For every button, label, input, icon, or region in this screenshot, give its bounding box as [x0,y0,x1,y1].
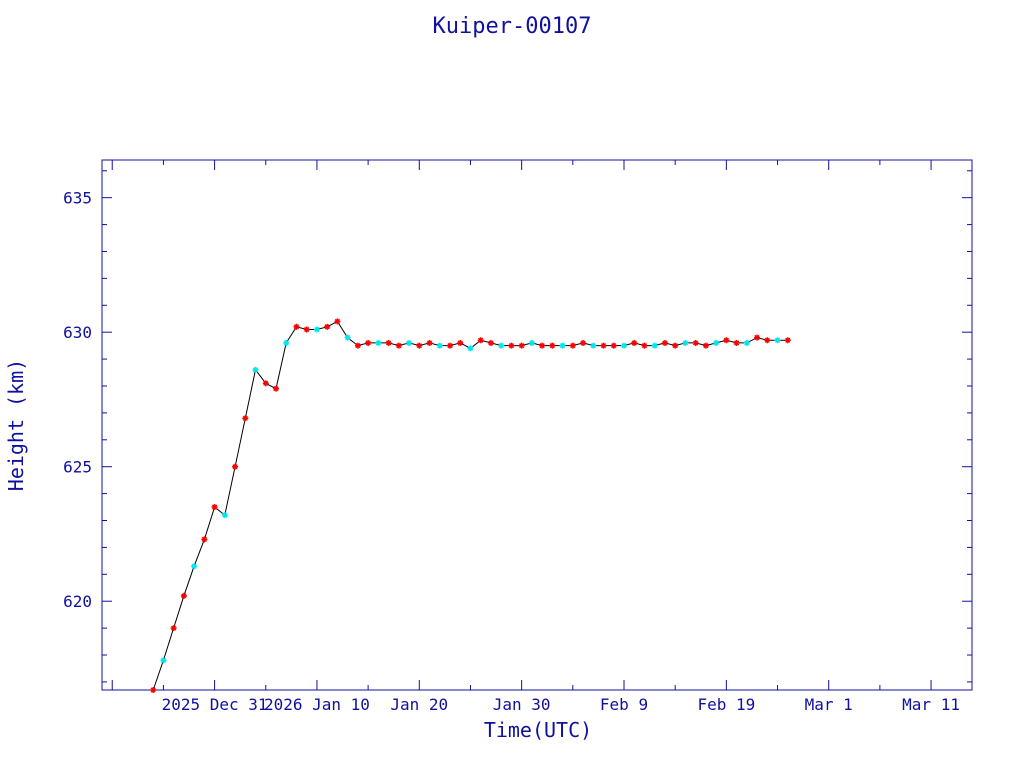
data-point [252,366,259,373]
x-tick-label: Mar 1 [805,695,853,714]
data-point [273,385,279,392]
x-tick-label: Feb 19 [697,695,755,714]
y-tick-label: 620 [63,592,92,611]
data-point [549,342,556,349]
data-point [436,342,443,349]
data-point [641,342,648,349]
data-point [610,342,617,349]
data-point [487,339,494,346]
data-point [375,339,382,346]
data-point [242,415,249,422]
chart-title: Kuiper-00107 [432,14,592,39]
series-line [152,320,788,691]
data-point [631,339,638,346]
data-point [201,536,208,543]
data-point [283,339,290,346]
data-point [702,342,709,349]
data-point [621,342,627,349]
x-tick-label: 2025 Dec 31 [162,695,268,714]
data-point [313,326,320,333]
data-point [743,339,750,346]
x-tick-label: Mar 11 [902,695,960,714]
data-point [764,337,771,344]
data-point [447,342,453,349]
data-point [406,339,413,346]
data-point [539,342,546,349]
data-point [559,342,566,349]
data-point [754,334,761,341]
data-point [661,339,668,346]
data-point [518,342,525,349]
data-point [150,687,157,693]
data-point [723,337,730,344]
y-axis-label: Height (km) [4,358,28,492]
x-tick-label: Jan 30 [493,695,551,714]
data-point [713,339,720,346]
data-point [211,504,218,511]
data-point [692,339,699,346]
data-point [590,342,597,349]
data-point [733,339,740,346]
x-axis-label: Time(UTC) [483,718,593,742]
data-point [160,657,167,664]
data-point [191,563,198,570]
data-point [682,339,689,346]
data-point [354,342,361,349]
data-point [651,342,658,349]
x-tick-label: Jan 20 [390,695,448,714]
x-tick-label: 2026 Jan 10 [264,695,370,714]
data-point [467,345,474,352]
data-point [334,318,341,325]
data-point [672,342,679,349]
data-point [477,337,484,344]
data-point [416,342,423,349]
data-point [180,592,187,599]
data-point [528,339,535,346]
data-point [303,326,310,333]
plot-frame [101,159,973,691]
y-tick-label: 630 [63,323,92,342]
data-point [385,339,392,346]
data-point [293,323,300,330]
data-point [784,337,791,344]
data-point [457,339,464,346]
data-point [221,512,228,519]
data-point [365,339,372,346]
data-point [426,339,433,346]
data-point [498,342,505,349]
data-point [774,337,781,344]
y-tick-label: 635 [63,189,92,208]
y-tick-label: 625 [63,458,92,477]
data-point [232,463,239,470]
data-point [344,334,351,341]
x-tick-label: Feb 9 [600,695,648,714]
data-point [170,625,177,632]
data-point [569,342,576,349]
data-point [580,339,587,346]
data-point [395,342,402,349]
data-point [600,342,607,349]
data-point [508,342,515,349]
data-point [262,380,269,387]
data-point [324,323,331,330]
